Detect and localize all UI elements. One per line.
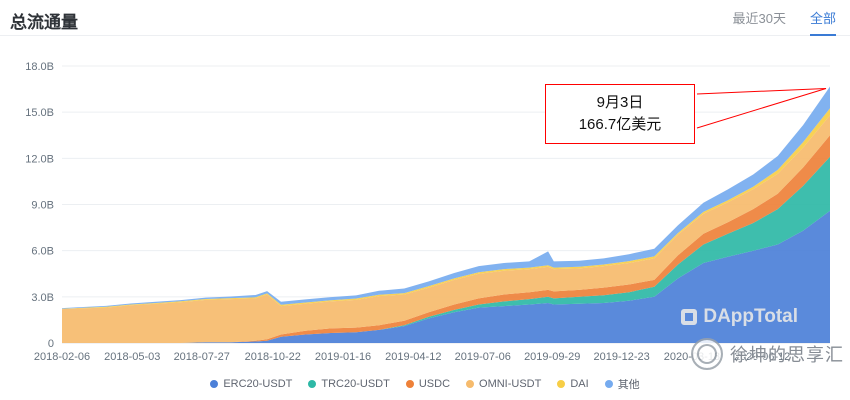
svg-text:2018-02-06: 2018-02-06	[34, 351, 90, 363]
author-stamp: 徐坤的思享汇	[691, 338, 844, 370]
svg-text:3.0B: 3.0B	[31, 292, 54, 304]
legend-item[interactable]: 其他	[604, 376, 640, 392]
legend-item[interactable]: OMNI-USDT	[466, 378, 541, 390]
legend-swatch-icon	[308, 380, 317, 388]
legend-swatch-icon	[466, 380, 475, 388]
legend-label: 其他	[617, 379, 640, 391]
svg-text:9.0B: 9.0B	[31, 200, 54, 212]
author-stamp-text: 徐坤的思享汇	[730, 345, 844, 365]
legend-label: OMNI-USDT	[479, 378, 542, 390]
legend-item[interactable]: DAI	[557, 378, 589, 390]
legend-swatch-icon	[604, 380, 613, 388]
dapptotal-watermark: DAppTotal	[681, 306, 798, 328]
legend-item[interactable]: USDC	[405, 378, 451, 390]
chart-legend: ERC20-USDT TRC20-USDT USDC OMNI-USDT DAI 其他	[0, 376, 850, 392]
author-logo-icon	[691, 338, 723, 370]
svg-text:15.0B: 15.0B	[25, 107, 54, 119]
annotation-value: 166.7亿美元	[578, 116, 662, 133]
dapptotal-watermark-text: DAppTotal	[703, 306, 798, 327]
svg-text:2019-04-12: 2019-04-12	[385, 351, 441, 363]
legend-swatch-icon	[210, 380, 219, 388]
legend-item[interactable]: ERC20-USDT	[210, 378, 292, 390]
legend-label: TRC20-USDT	[321, 378, 390, 390]
legend-swatch-icon	[405, 380, 414, 388]
annotation-callout: 9月3日 166.7亿美元	[545, 84, 695, 144]
annotation-date: 9月3日	[596, 94, 644, 111]
svg-text:2019-09-29: 2019-09-29	[524, 351, 580, 363]
chart-header: 总流通量 最近30天 全部	[0, 0, 850, 36]
legend-swatch-icon	[557, 380, 566, 388]
svg-text:2018-05-03: 2018-05-03	[104, 351, 160, 363]
range-tabs: 最近30天 全部	[733, 8, 836, 36]
svg-text:2018-10-22: 2018-10-22	[245, 351, 301, 363]
legend-label: USDC	[418, 378, 451, 390]
svg-text:2019-12-23: 2019-12-23	[594, 351, 650, 363]
svg-text:0: 0	[48, 338, 54, 350]
page-title: 总流通量	[10, 13, 78, 32]
svg-text:12.0B: 12.0B	[25, 153, 54, 165]
dapptotal-logo-icon	[681, 309, 698, 325]
tab-last-30-days[interactable]: 最近30天	[732, 11, 786, 26]
legend-label: ERC20-USDT	[223, 378, 293, 390]
stacked-area-chart[interactable]: 0 3.0B 6.0B 9.0B 12.0B 15.0B 18.0B 2018-02-06 20…	[0, 36, 850, 366]
svg-text:2019-07-06: 2019-07-06	[455, 351, 511, 363]
svg-text:18.0B: 18.0B	[25, 61, 54, 73]
svg-text:6.0B: 6.0B	[31, 246, 54, 258]
legend-label: DAI	[570, 378, 589, 390]
svg-text:2020-06-12: 2020-06-12	[734, 351, 790, 363]
legend-item[interactable]: TRC20-USDT	[308, 378, 390, 390]
tab-all[interactable]: 全部	[809, 8, 836, 36]
svg-text:2019-01-16: 2019-01-16	[315, 351, 371, 363]
svg-text:2018-07-27: 2018-07-27	[174, 351, 230, 363]
